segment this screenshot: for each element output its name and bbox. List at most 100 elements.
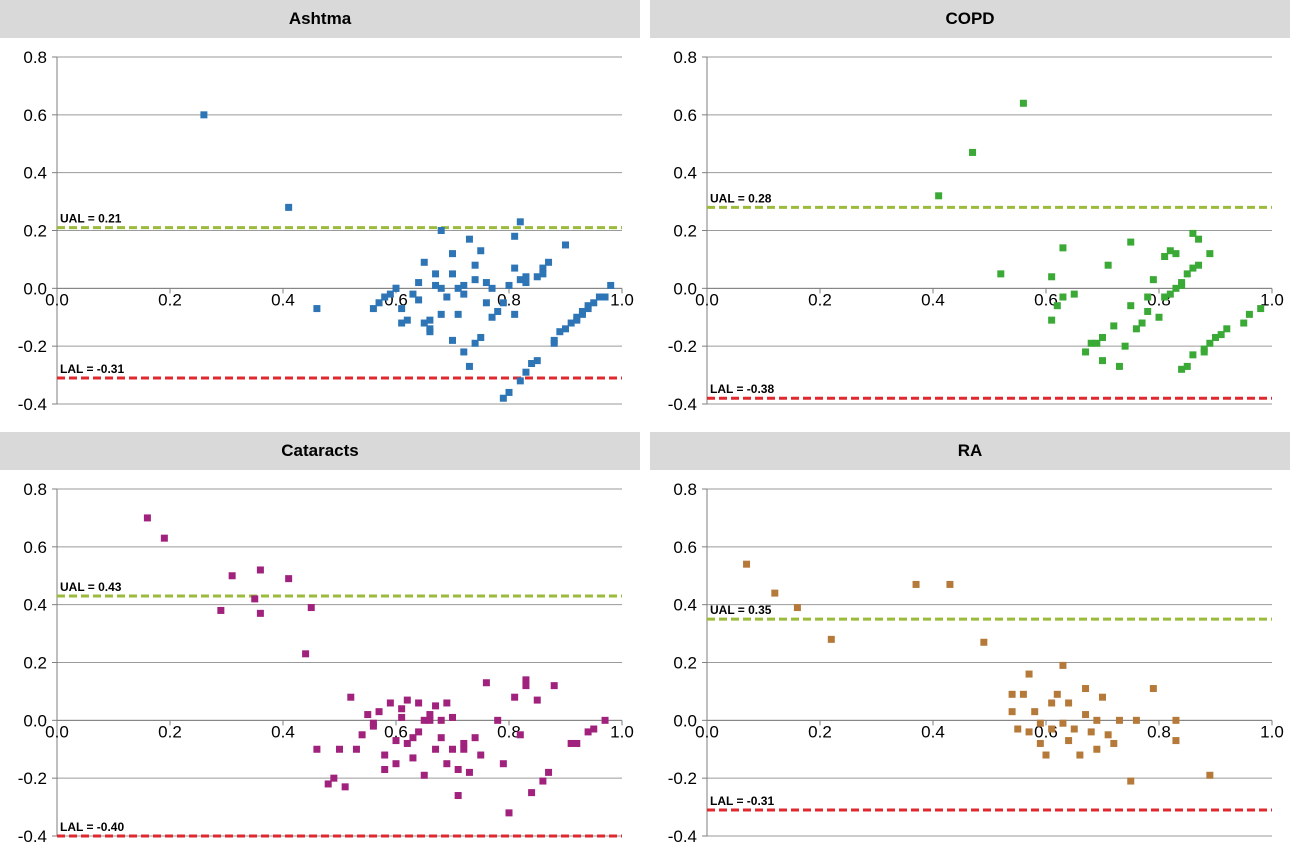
data-point — [1099, 333, 1106, 341]
data-point — [1031, 708, 1039, 716]
data-point — [420, 258, 428, 266]
data-point — [364, 711, 372, 719]
y-tick-label: 0.0 — [673, 711, 697, 730]
data-point — [1161, 253, 1169, 261]
data-point — [477, 751, 485, 759]
data-point — [1014, 725, 1022, 733]
data-point — [1178, 365, 1186, 373]
data-point — [562, 241, 569, 249]
data-point — [358, 731, 366, 739]
lal-label: LAL = -0.38 — [710, 382, 774, 396]
data-point — [369, 719, 377, 727]
data-point — [1189, 351, 1197, 359]
x-tick-label: 0.6 — [1034, 290, 1058, 309]
data-point — [511, 232, 519, 240]
data-point — [1257, 305, 1265, 313]
data-point — [381, 765, 389, 773]
y-tick-label: 0.2 — [673, 222, 697, 241]
data-point — [980, 638, 988, 646]
data-point — [1059, 661, 1067, 669]
x-tick-label: 0.4 — [271, 722, 295, 741]
data-point — [256, 609, 264, 617]
y-tick-label: 0.8 — [673, 48, 697, 67]
data-point — [1183, 270, 1191, 278]
y-tick-label: 0.4 — [23, 596, 47, 615]
data-point — [1070, 290, 1078, 298]
data-point — [398, 713, 406, 721]
y-tick-label: 0.2 — [23, 222, 47, 241]
data-point — [449, 250, 456, 258]
scatter-plot-ra: -0.4-0.20.00.20.40.60.80.0 0.2 0.4 0.6 0.8 1.… — [668, 480, 1284, 846]
data-point — [477, 247, 485, 255]
data-point — [601, 716, 609, 724]
chart-title: Ashtma — [0, 0, 640, 38]
data-point — [352, 745, 360, 753]
data-point — [488, 284, 496, 292]
data-point — [1212, 333, 1219, 341]
data-point — [556, 328, 564, 336]
data-point — [1048, 273, 1056, 281]
data-point — [488, 313, 496, 321]
data-point — [432, 270, 440, 278]
data-point — [1172, 716, 1180, 724]
data-point — [443, 760, 451, 768]
data-point — [341, 783, 349, 791]
x-tick-label: 0.0 — [695, 290, 719, 309]
data-point — [1217, 331, 1225, 339]
data-point — [1008, 708, 1016, 716]
data-point — [1155, 313, 1163, 321]
data-point — [997, 270, 1005, 278]
data-point — [511, 264, 519, 272]
x-tick-label: 0.8 — [1147, 722, 1171, 741]
data-point — [1042, 751, 1050, 759]
data-point — [1144, 293, 1152, 301]
data-point — [545, 768, 553, 776]
data-point — [403, 316, 411, 324]
data-point — [443, 293, 451, 301]
data-point — [482, 679, 490, 687]
data-point — [432, 281, 440, 289]
data-point — [398, 705, 406, 713]
data-point — [415, 699, 423, 707]
data-point — [454, 284, 462, 292]
x-tick-label: 0.6 — [384, 722, 408, 741]
y-tick-label: 0.6 — [673, 538, 697, 557]
data-point — [381, 293, 389, 301]
data-point — [1195, 261, 1203, 269]
data-point — [499, 760, 507, 768]
data-point — [307, 604, 315, 612]
data-point — [392, 737, 400, 745]
data-point — [1053, 690, 1061, 698]
data-point — [494, 307, 502, 315]
data-point — [381, 751, 389, 759]
data-point — [827, 635, 835, 643]
data-point — [1025, 728, 1033, 736]
data-point — [1127, 302, 1135, 310]
data-point — [437, 227, 445, 234]
data-point — [584, 302, 592, 310]
data-point — [1059, 244, 1067, 252]
data-point — [1206, 771, 1214, 779]
data-point — [1183, 362, 1191, 370]
data-point — [1166, 247, 1174, 255]
data-point — [449, 270, 456, 278]
data-point — [584, 728, 592, 736]
data-point — [528, 360, 536, 368]
y-tick-label: -0.4 — [18, 827, 47, 846]
data-point — [935, 192, 943, 200]
data-point — [443, 699, 451, 707]
x-tick-label: 1.0 — [1260, 290, 1284, 309]
data-point — [1115, 716, 1123, 724]
data-point — [1166, 290, 1174, 298]
data-point — [573, 313, 581, 321]
data-point — [449, 745, 456, 753]
data-point — [471, 339, 479, 347]
data-point — [420, 319, 428, 327]
data-point — [1240, 319, 1248, 327]
data-point — [1161, 293, 1169, 301]
data-point — [471, 734, 479, 742]
data-point — [1036, 739, 1044, 747]
data-point — [432, 745, 440, 753]
data-point — [505, 809, 513, 817]
lal-label: LAL = -0.31 — [710, 794, 774, 808]
